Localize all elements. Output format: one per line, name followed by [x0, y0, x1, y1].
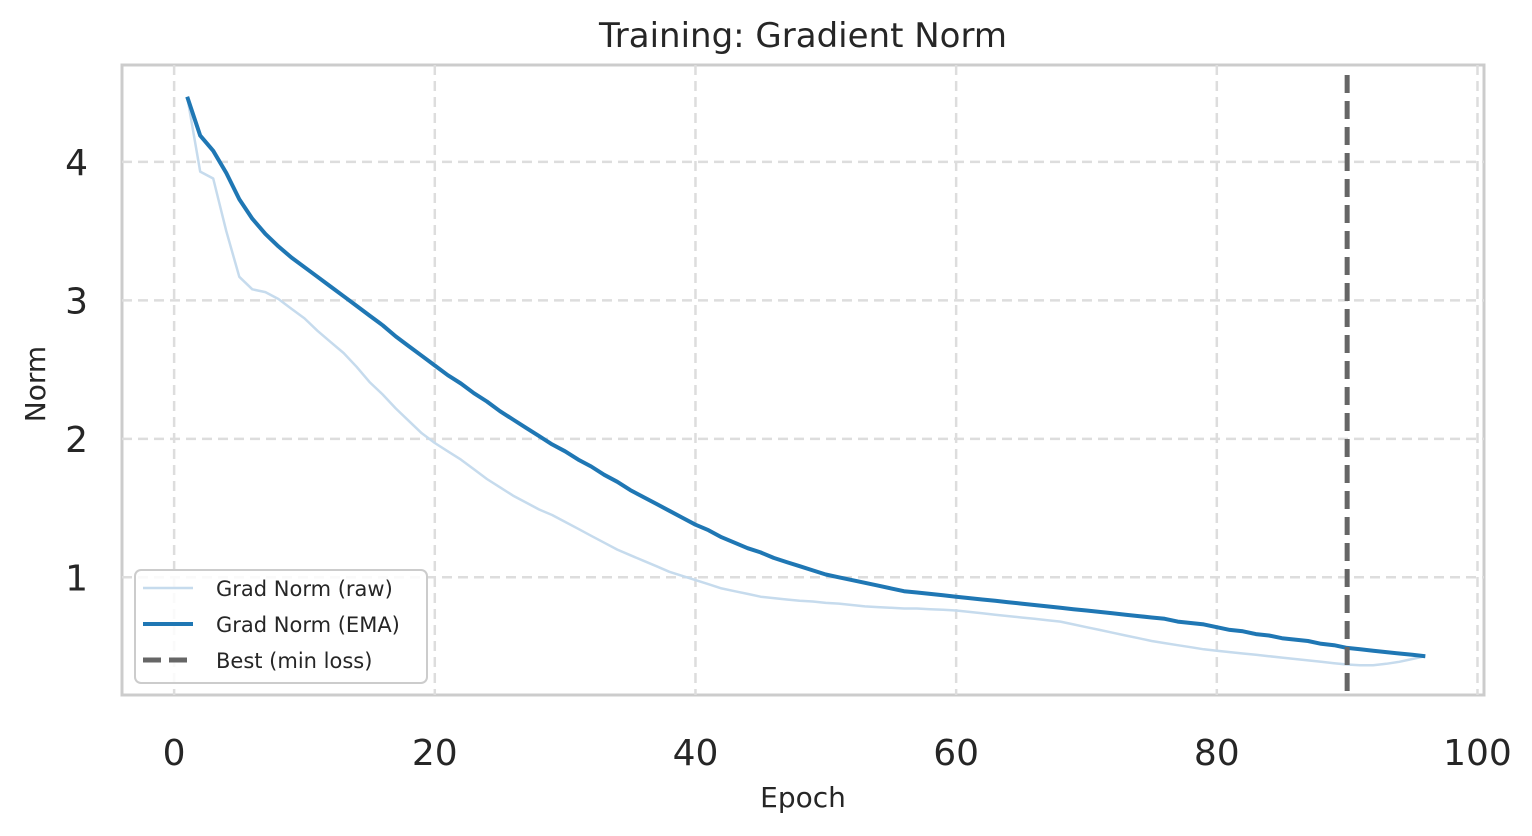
series-lines	[185, 96, 1426, 667]
x-tick-label: 20	[412, 733, 458, 774]
y-tick-label: 4	[65, 143, 88, 184]
legend-label-best: Best (min loss)	[216, 649, 372, 673]
chart-title: Training: Gradient Norm	[598, 16, 1007, 56]
x-tick-label: 40	[673, 733, 719, 774]
y-tick-label: 1	[65, 558, 88, 599]
x-tick-label: 80	[1194, 733, 1240, 774]
legend-label-raw: Grad Norm (raw)	[216, 577, 393, 601]
tick-labels: 0 20 40 60 80 100 1 2 3 4	[65, 143, 1512, 774]
y-tick-label: 2	[65, 420, 88, 461]
y-tick-label: 3	[65, 281, 88, 322]
raw-series-line	[185, 96, 1426, 667]
legend: Grad Norm (raw) Grad Norm (EMA) Best (mi…	[134, 569, 428, 684]
x-tick-label: 0	[163, 733, 186, 774]
x-tick-label: 60	[933, 733, 979, 774]
legend-box	[134, 569, 428, 684]
x-axis-label: Epoch	[760, 781, 846, 814]
x-tick-label: 100	[1443, 733, 1512, 774]
y-axis-label: Norm	[19, 346, 52, 422]
legend-label-ema: Grad Norm (EMA)	[216, 613, 400, 637]
ema-series-line	[185, 96, 1426, 659]
